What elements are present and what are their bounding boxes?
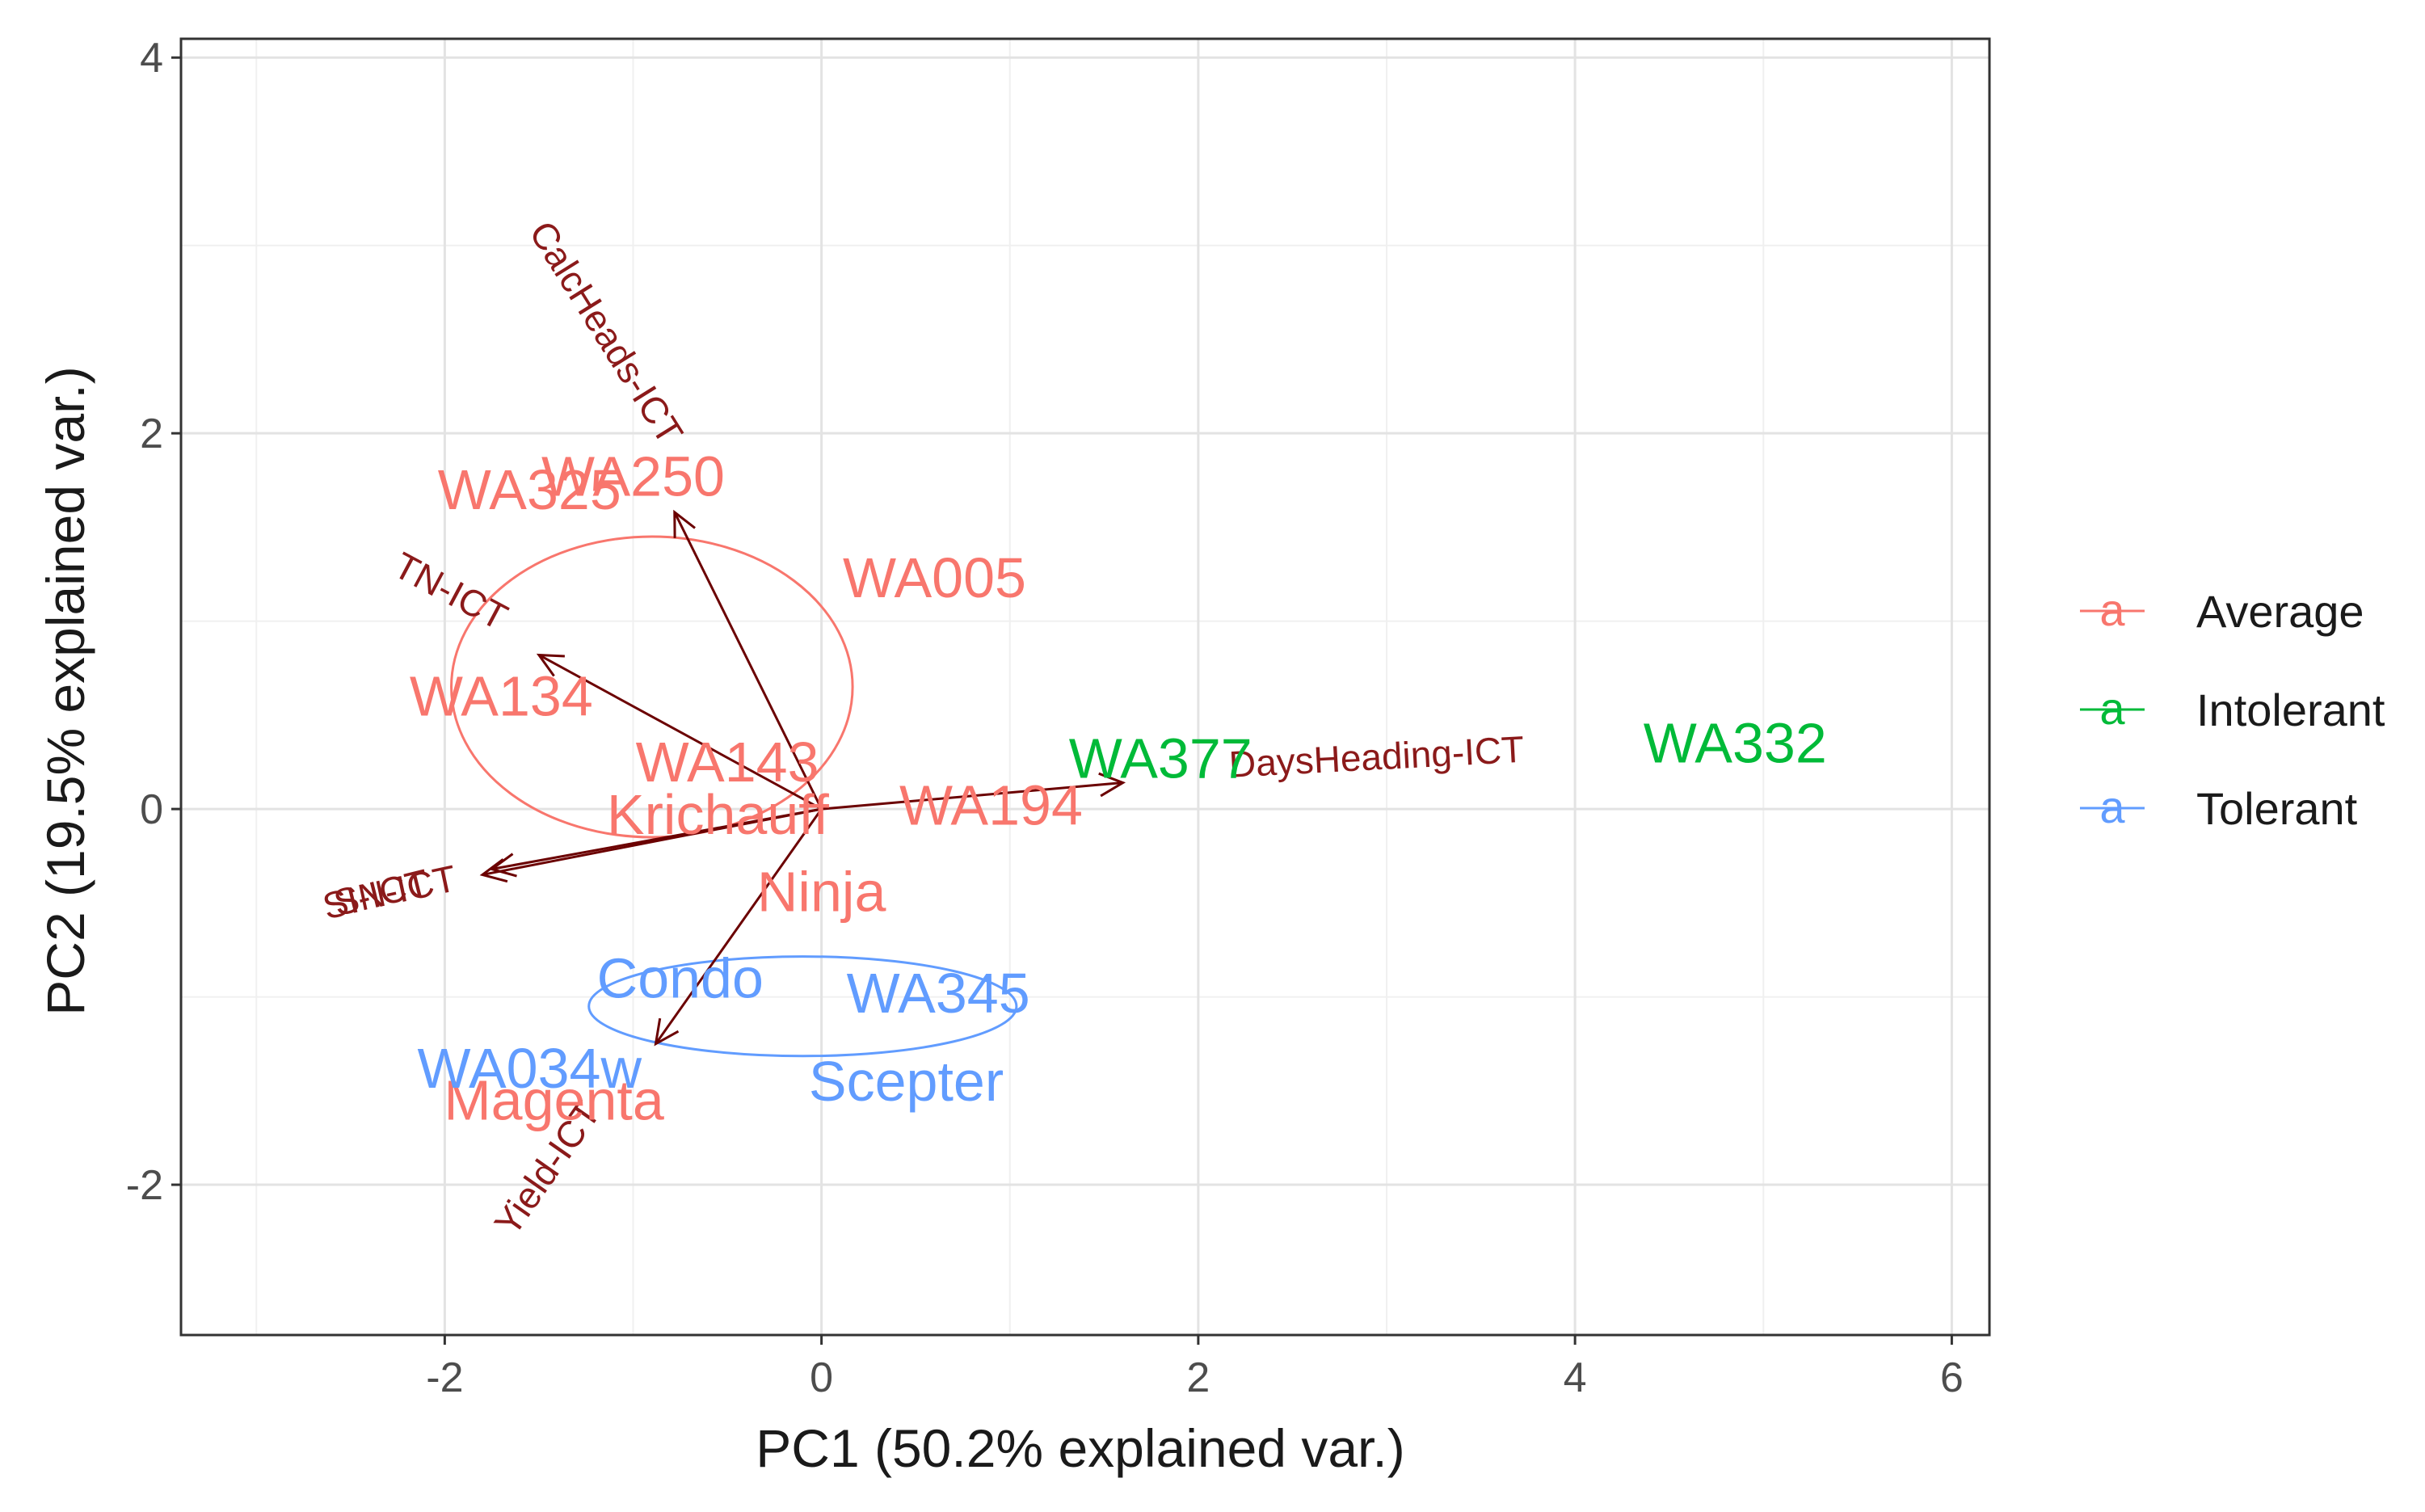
arrow-head [654, 1017, 680, 1047]
sample-label: WA325 [438, 458, 621, 521]
sample-label: WA143 [636, 731, 819, 794]
legend-label: Average [2196, 586, 2364, 637]
sample-label: Ninja [757, 860, 886, 923]
arrow-head [479, 858, 508, 883]
x-tick-label: -2 [426, 1354, 463, 1401]
legend-key-glyph: a [2099, 781, 2125, 832]
y-tick-label: -2 [126, 1162, 163, 1209]
axis-ticks: -2 0 2 4 6 -2 0 2 4 [126, 35, 1964, 1401]
sample-label: Scepter [809, 1050, 1004, 1113]
sample-label: Condo [597, 946, 764, 1009]
arrow-line [821, 781, 1123, 811]
y-tick-label: 0 [140, 786, 163, 833]
ellipse-tolerant [587, 955, 1018, 1058]
legend-key-glyph: a [2099, 683, 2125, 734]
x-tick-label: 6 [1940, 1354, 1964, 1401]
arrow-line [482, 807, 822, 876]
sample-label: Krichauff [607, 783, 830, 846]
sample-label: WA345 [847, 962, 1030, 1025]
x-axis-title: PC1 (50.2% explained var.) [756, 1418, 1404, 1478]
sample-label: WA005 [843, 546, 1026, 609]
ellipse-average [450, 535, 854, 839]
arrow-head [1098, 772, 1126, 798]
arrow-head [536, 653, 565, 677]
legend: a Average a Intolerant a Tolerant [2080, 584, 2385, 834]
sample-label: WA332 [1644, 712, 1827, 775]
y-tick-label: 2 [140, 411, 163, 457]
legend-key-glyph: a [2099, 584, 2125, 635]
sample-label: WA194 [899, 773, 1083, 836]
sample-label: Magenta [444, 1068, 663, 1131]
sample-label: WA134 [410, 665, 593, 728]
x-tick-label: 2 [1186, 1354, 1210, 1401]
y-tick-label: 4 [140, 35, 163, 82]
arrow-line [655, 808, 823, 1045]
sample-label: WA034w [418, 1037, 642, 1100]
sample-label: WA250 [541, 445, 725, 508]
grid-lines [181, 39, 1989, 1335]
arrow-line [538, 654, 823, 811]
y-axis-title: PC2 (19.5% explained var.) [36, 366, 95, 1015]
x-tick-label: 4 [1564, 1354, 1587, 1401]
panel-border [179, 37, 1991, 1337]
legend-label: Intolerant [2196, 684, 2385, 735]
arrow-head [673, 509, 696, 538]
x-tick-label: 0 [810, 1354, 833, 1401]
sample-label: WA377 [1069, 727, 1252, 790]
arrow-line [673, 512, 823, 810]
legend-label: Tolerant [2196, 783, 2358, 834]
confidence-ellipses [450, 535, 1018, 1058]
